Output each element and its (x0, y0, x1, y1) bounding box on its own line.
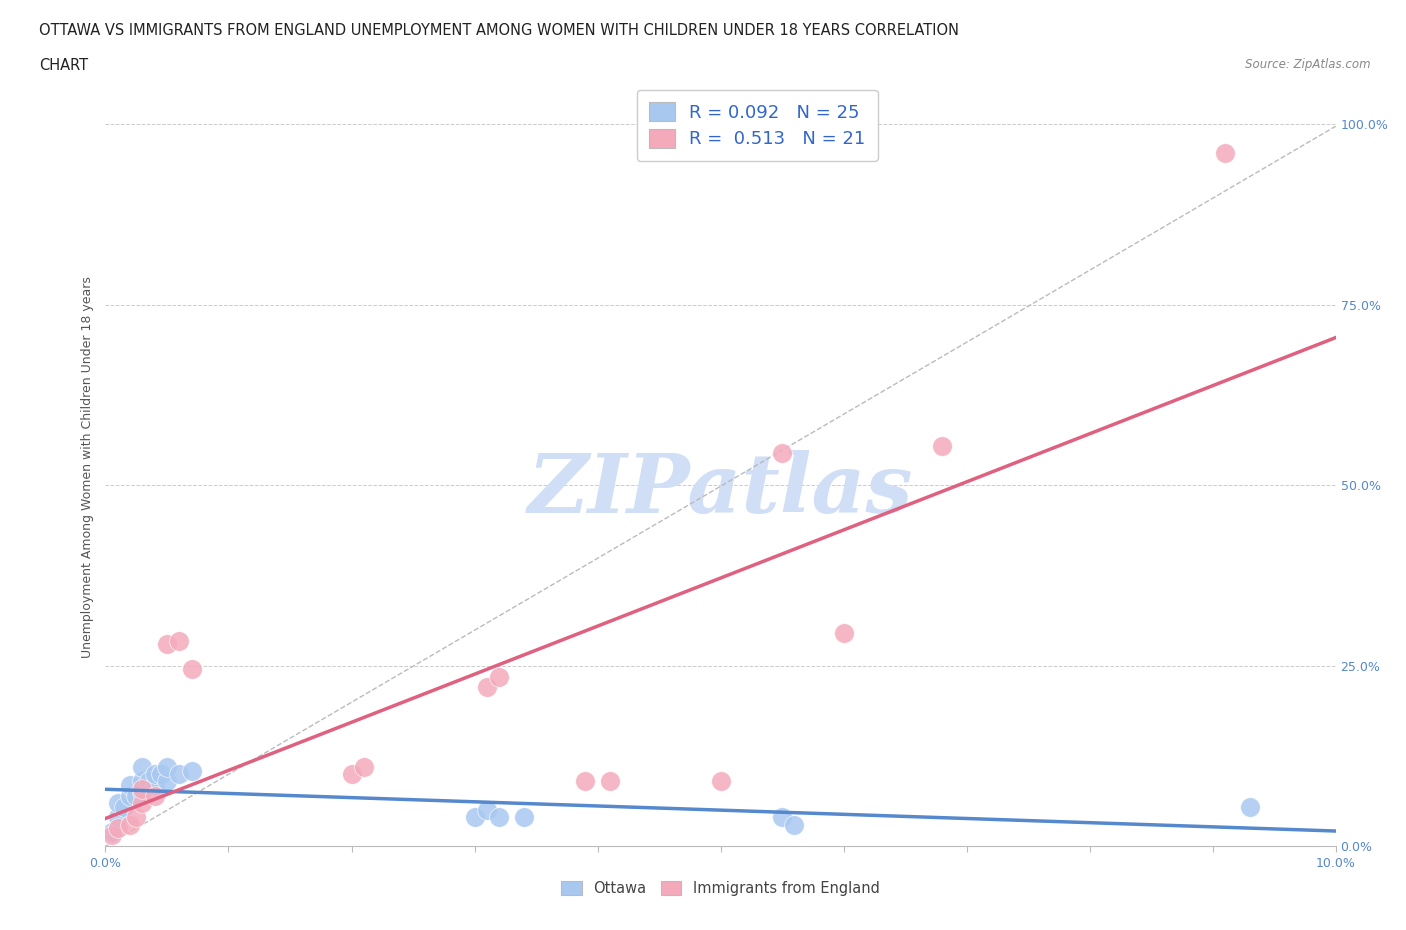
Point (180, 662, 202, 677)
Point (100, 824, 122, 839)
Point (340, 766, 363, 781)
Point (931, 438, 953, 453)
Point (1239, 799, 1261, 814)
Point (100, 828, 122, 843)
Point (710, 774, 733, 789)
Point (599, 774, 621, 789)
Legend: Ottawa, Immigrants from England: Ottawa, Immigrants from England (554, 874, 887, 903)
Point (125, 810, 148, 825)
Point (120, 777, 141, 792)
Point (475, 680, 498, 695)
Text: Source: ZipAtlas.com: Source: ZipAtlas.com (1246, 58, 1371, 71)
Point (180, 763, 202, 777)
Point (156, 760, 179, 775)
Point (138, 774, 160, 789)
Point (120, 817, 141, 832)
Point (125, 789, 148, 804)
Point (131, 774, 153, 789)
Point (770, 810, 793, 825)
Point (169, 633, 191, 648)
Text: CHART: CHART (39, 58, 89, 73)
Point (1213, 146, 1236, 161)
Point (156, 774, 179, 789)
Point (513, 810, 536, 825)
Point (574, 774, 596, 789)
Point (131, 785, 153, 800)
Text: OTTAWA VS IMMIGRANTS FROM ENGLAND UNEMPLOYMENT AMONG WOMEN WITH CHILDREN UNDER 1: OTTAWA VS IMMIGRANTS FROM ENGLAND UNEMPL… (39, 23, 959, 38)
Point (770, 445, 793, 460)
Point (464, 810, 486, 825)
Point (475, 803, 498, 817)
Point (143, 766, 166, 781)
Point (131, 781, 153, 796)
Y-axis label: Unemployment Among Women with Children Under 18 years: Unemployment Among Women with Children U… (82, 276, 94, 658)
Point (832, 626, 855, 641)
Point (149, 766, 172, 781)
Point (143, 789, 166, 804)
Point (112, 799, 135, 814)
Point (131, 795, 153, 810)
Point (120, 789, 141, 804)
Point (107, 810, 129, 825)
Point (353, 760, 375, 775)
Point (131, 760, 153, 775)
Point (156, 637, 179, 652)
Point (107, 795, 129, 810)
Point (488, 810, 510, 825)
Text: ZIPatlas: ZIPatlas (527, 450, 914, 530)
Point (143, 777, 166, 792)
Point (107, 821, 129, 836)
Point (169, 766, 191, 781)
Point (488, 670, 510, 684)
Point (783, 817, 806, 832)
